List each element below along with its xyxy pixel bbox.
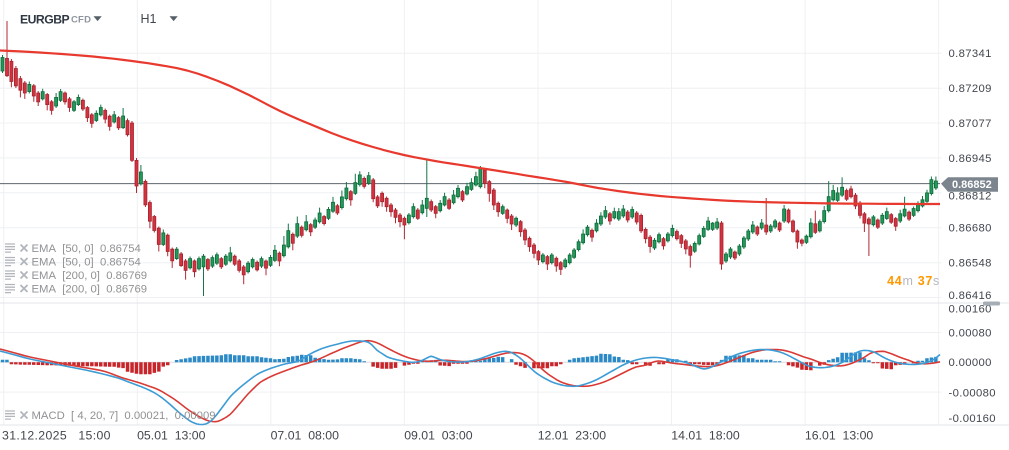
svg-text:31.12.2025 15:00: 31.12.2025 15:00 (2, 429, 111, 443)
svg-text:H1: H1 (141, 12, 157, 26)
svg-text:-0.00160: -0.00160 (949, 413, 996, 425)
svg-text:0.86945: 0.86945 (949, 153, 992, 165)
svg-text:09.01 03:00: 09.01 03:00 (404, 429, 473, 443)
svg-text:0.00000: 0.00000 (949, 357, 992, 369)
svg-text:07.01 08:00: 07.01 08:00 (271, 429, 340, 443)
svg-text:0.86548: 0.86548 (949, 258, 992, 270)
svg-text:CFD: CFD (71, 14, 91, 25)
svg-text:12.01 23:00: 12.01 23:00 (538, 429, 607, 443)
svg-text:0.00160: 0.00160 (949, 304, 992, 316)
svg-text:0.87341: 0.87341 (949, 48, 992, 60)
svg-text:0.86680: 0.86680 (949, 223, 992, 235)
svg-text:0.87077: 0.87077 (949, 118, 992, 130)
svg-text:0.86812: 0.86812 (949, 190, 992, 202)
svg-text:EMA [200, 0] 0.86769: EMA [200, 0] 0.86769 (32, 270, 148, 282)
svg-text:EURGBP: EURGBP (20, 12, 70, 26)
svg-text:44m 37s: 44m 37s (887, 274, 940, 288)
svg-text:EMA [50, 0] 0.86754: EMA [50, 0] 0.86754 (32, 257, 141, 269)
svg-text:05.01 13:00: 05.01 13:00 (137, 429, 206, 443)
svg-text:0.87209: 0.87209 (949, 83, 992, 95)
svg-text:0.86852: 0.86852 (952, 179, 992, 191)
svg-text:14.01 18:00: 14.01 18:00 (671, 429, 740, 443)
svg-text:0.86416: 0.86416 (949, 290, 992, 302)
svg-text:16.01 13:00: 16.01 13:00 (805, 429, 874, 443)
svg-text:0.00080: 0.00080 (949, 328, 992, 340)
svg-text:EMA [50, 0] 0.86754: EMA [50, 0] 0.86754 (32, 243, 141, 255)
svg-text:EMA [200, 0] 0.86769: EMA [200, 0] 0.86769 (32, 284, 148, 296)
svg-text:MACD [ 4, 20, 7] 0.00021, 0: MACD [ 4, 20, 7] 0.00021, 0.00009 (32, 410, 216, 422)
svg-text:-0.00080: -0.00080 (949, 387, 996, 399)
